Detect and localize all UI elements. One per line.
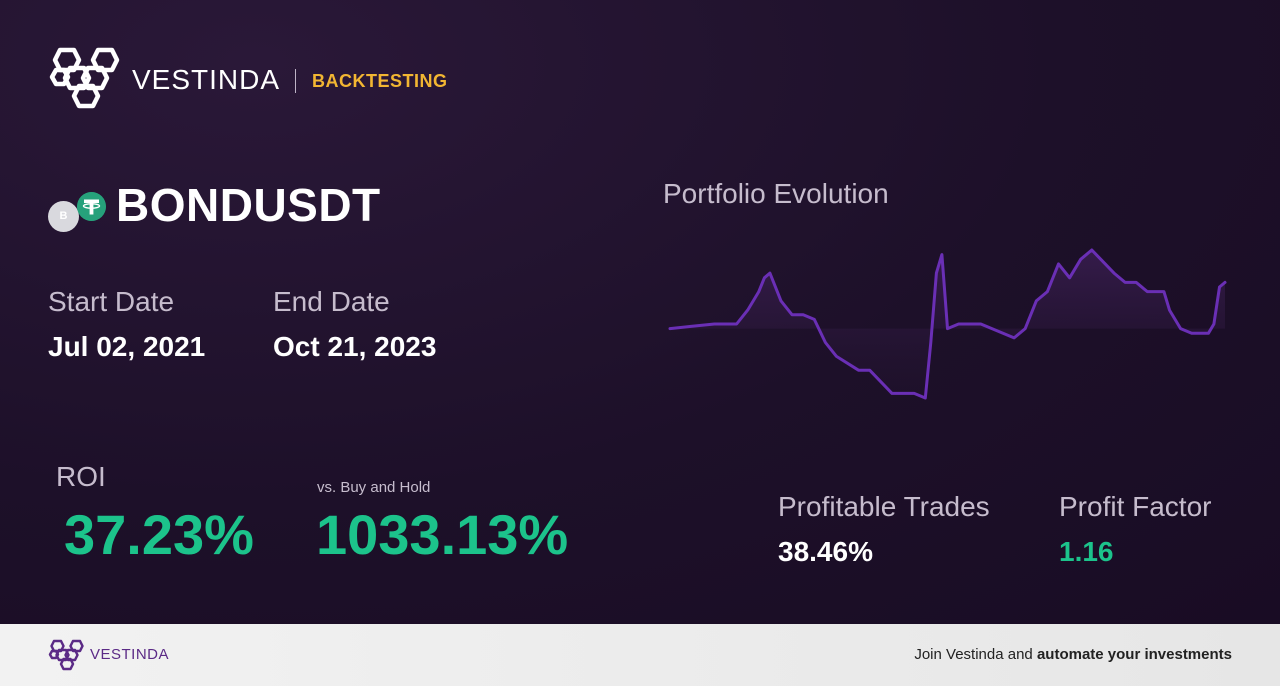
profit-factor-value: 1.16: [1059, 536, 1114, 567]
buy-hold-value: 1033.13%: [316, 503, 569, 566]
end-date-label: End Date: [273, 286, 390, 317]
footer-bar: VESTINDA Join Vestinda and automate your…: [0, 624, 1280, 686]
backtest-card: VESTINDA BACKTESTING B BONDUSDT Start Da…: [0, 0, 1280, 624]
buy-hold-label: vs. Buy and Hold: [317, 479, 431, 496]
profit-factor-label: Profit Factor: [1059, 491, 1212, 522]
base-coin-icon: B: [48, 201, 79, 232]
roi-label: ROI: [56, 461, 106, 492]
product-label: BACKTESTING: [312, 71, 448, 91]
footer-cta-prefix: Join Vestinda and: [914, 646, 1037, 663]
vestinda-footer-logo-icon[interactable]: [48, 639, 86, 673]
footer-brand[interactable]: VESTINDA: [90, 646, 170, 663]
portfolio-chart: [668, 248, 1227, 400]
roi-value: 37.23%: [64, 503, 254, 566]
footer-cta-bold: automate your investments: [1036, 646, 1232, 663]
start-date-label: Start Date: [48, 286, 175, 317]
chart-title: Portfolio Evolution: [663, 178, 889, 209]
chart-series-line: [668, 248, 1227, 400]
asset-symbol: BONDUSDT: [116, 179, 381, 231]
vestinda-logo-icon: [49, 47, 120, 109]
brand-name: VESTINDA: [132, 64, 281, 95]
end-date-value: Oct 21, 2023: [273, 331, 437, 362]
profitable-trades-label: Profitable Trades: [778, 491, 990, 522]
footer-cta[interactable]: Join Vestinda and automate your investme…: [914, 646, 1232, 663]
header-divider: [295, 69, 296, 93]
start-date-value: Jul 02, 2021: [48, 331, 206, 362]
tether-icon: [77, 192, 106, 221]
chart-area-fill: [670, 250, 1225, 398]
profitable-trades-value: 38.46%: [778, 536, 873, 567]
